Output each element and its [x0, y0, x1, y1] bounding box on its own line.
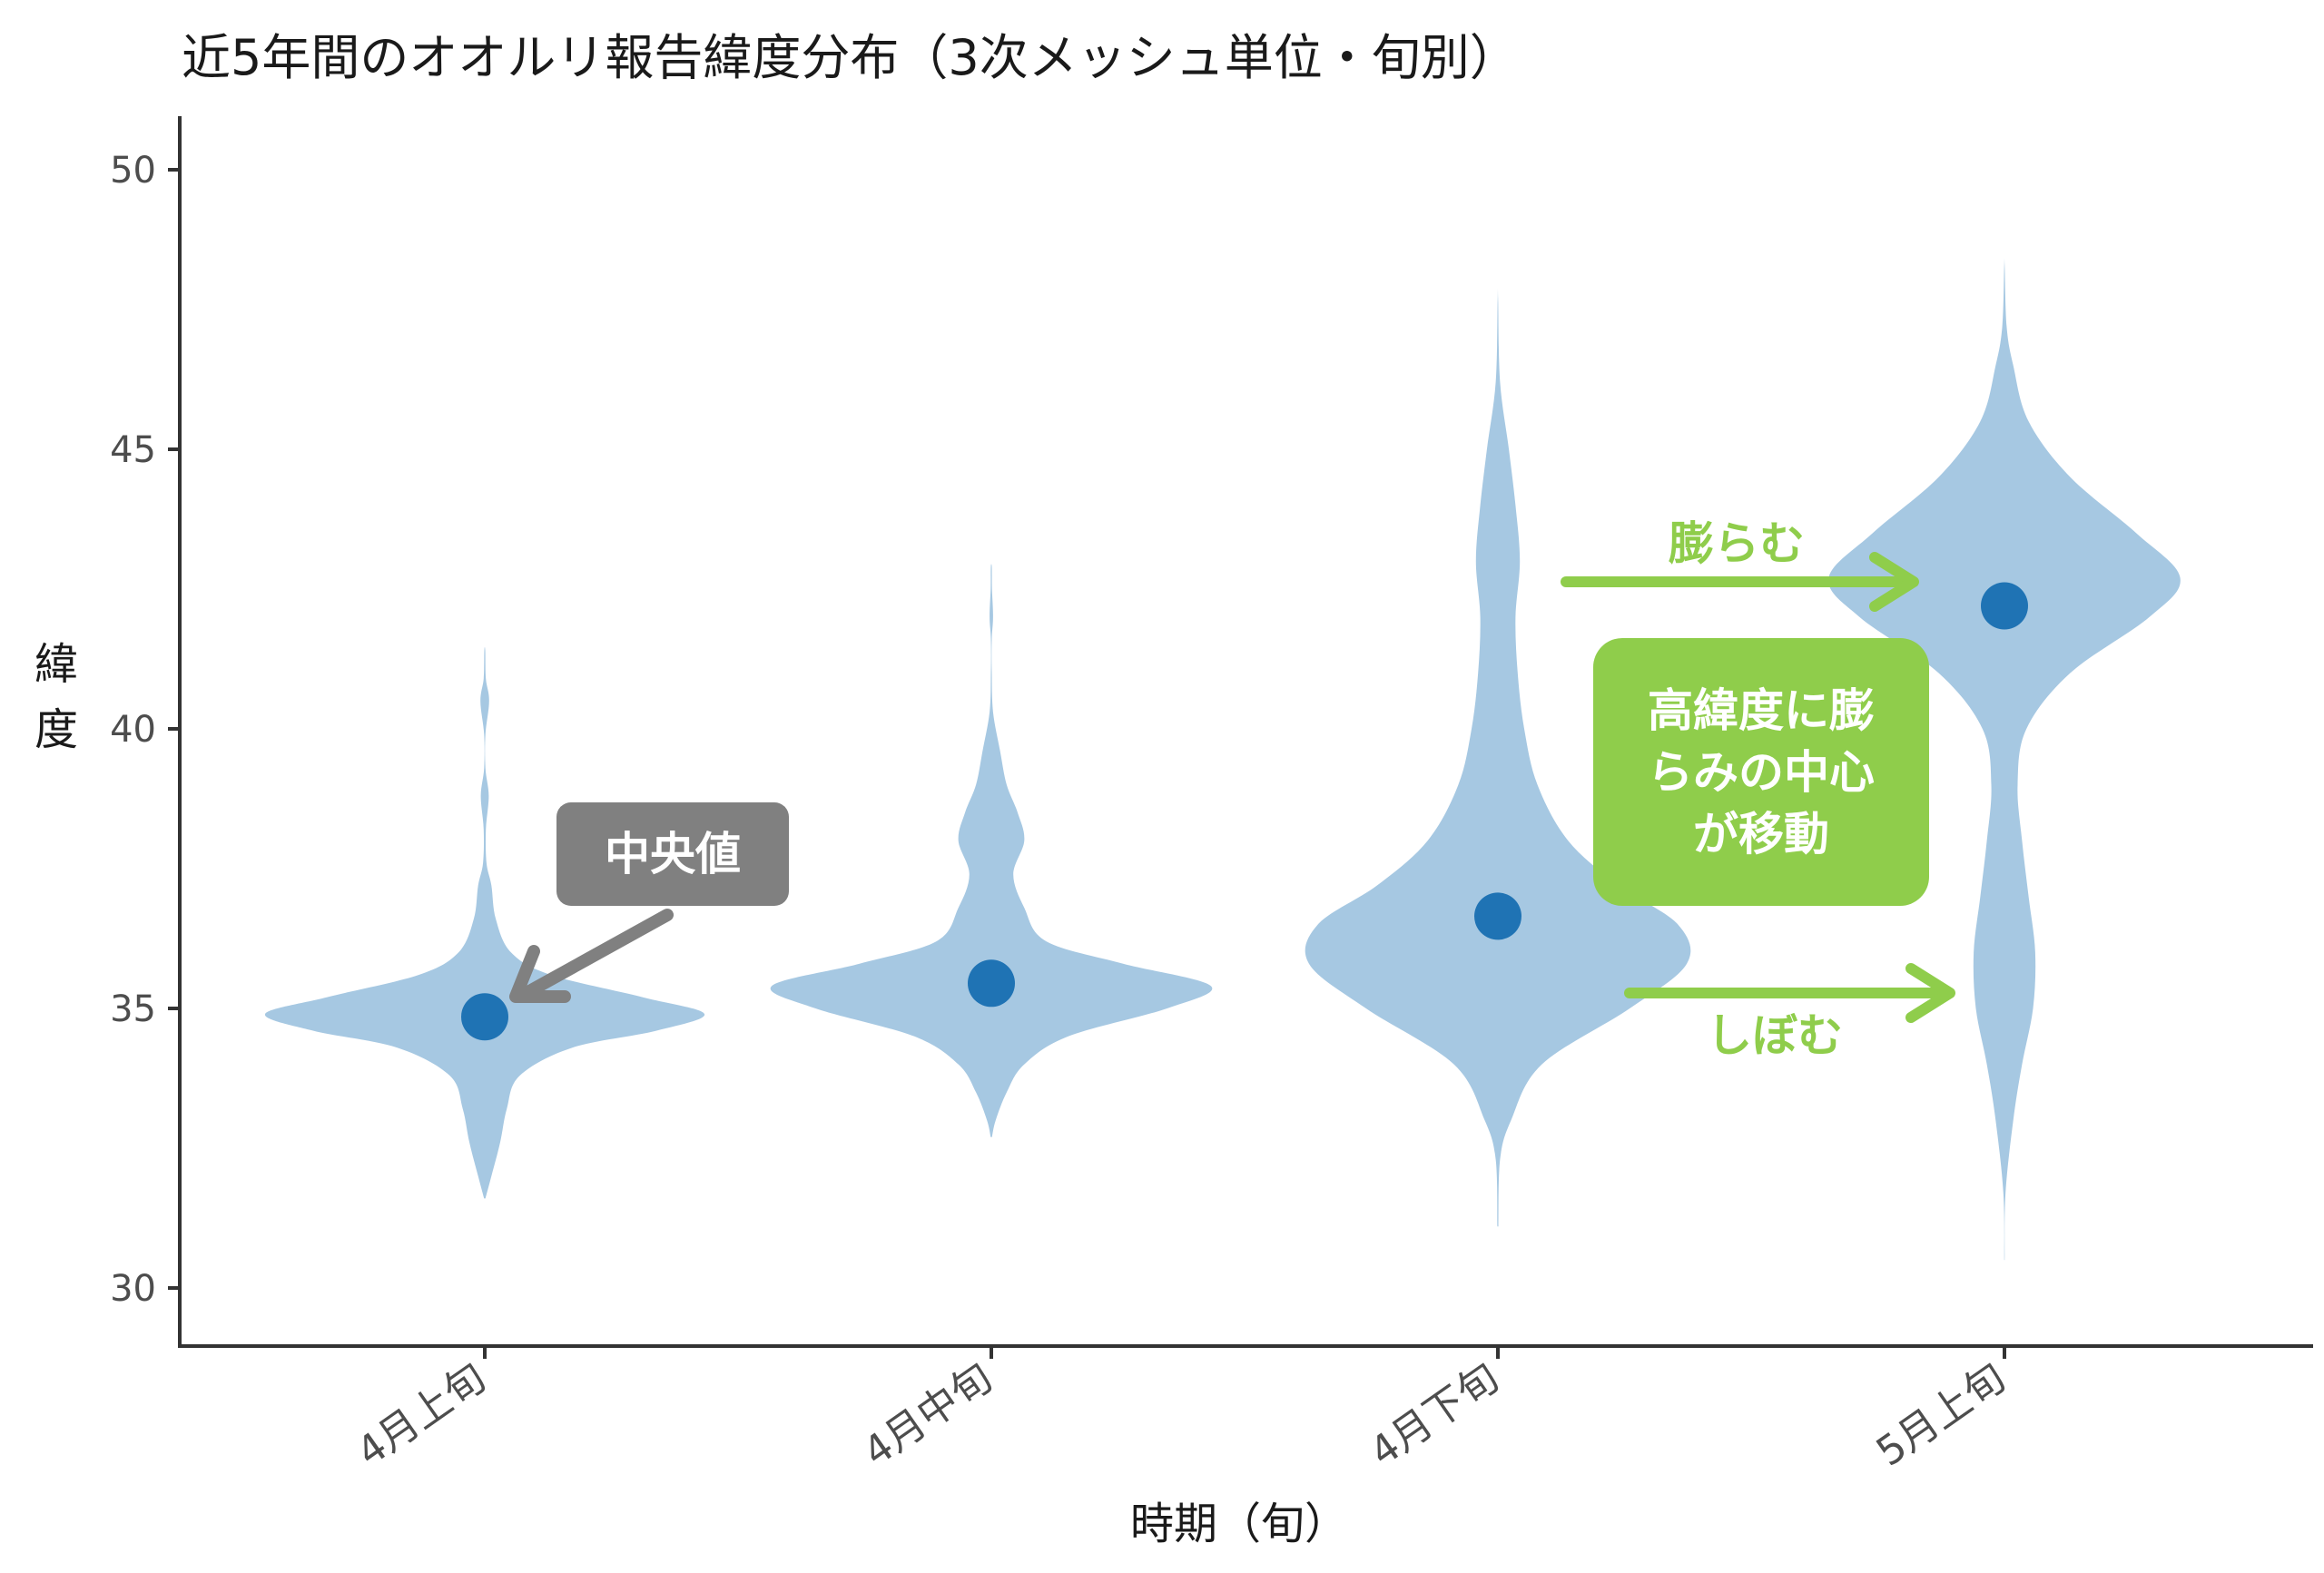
median-point-4 — [1981, 582, 2028, 630]
y-axis-title-char-1: 緯 — [34, 639, 78, 690]
y-axis-title-char-2: 度 — [34, 704, 78, 755]
expand-annotation: 膨らむ — [1561, 517, 1919, 612]
shrink-label: しぼむ — [1707, 1009, 1843, 1062]
y-tick-label: 35 — [110, 988, 156, 1030]
median-callout-box — [556, 802, 789, 906]
shrink-annotation: しぼむ — [1624, 963, 1955, 1062]
x-tick-label: 4月中旬 — [855, 1354, 1000, 1476]
y-tick-label: 40 — [110, 709, 156, 751]
x-ticks: 4月上旬 4月中旬 4月下旬 5月上旬 — [349, 1346, 2014, 1476]
x-tick-label: 4月下旬 — [1362, 1354, 1507, 1476]
violin-2 — [770, 564, 1213, 1137]
center-shift-box — [1593, 638, 1929, 906]
expand-arrow-head — [1869, 552, 1919, 612]
median-callout-label: 中央値 — [605, 828, 741, 880]
median-callout: 中央値 — [509, 802, 789, 1003]
violin-3 — [1305, 288, 1691, 1227]
y-ticks: 30 35 40 45 50 — [110, 150, 180, 1310]
y-tick-label: 30 — [110, 1268, 156, 1310]
median-point-3 — [1474, 892, 1521, 940]
violins-layer — [264, 257, 2181, 1261]
expand-label: 膨らむ — [1669, 517, 1805, 570]
center-shift-line-1: 高緯度に膨 — [1648, 684, 1875, 737]
median-point-1 — [461, 993, 508, 1041]
y-tick-label: 50 — [110, 150, 156, 192]
violin-1 — [264, 646, 705, 1199]
center-shift-callout: 高緯度に膨 らみの中心 が移動 — [1593, 638, 1929, 906]
shrink-arrow-head — [1905, 963, 1955, 1023]
median-point-2 — [968, 959, 1015, 1008]
violin-4 — [1828, 257, 2181, 1261]
median-callout-arrow-shaft — [518, 909, 674, 1000]
median-callout-arrow-head — [509, 945, 571, 1003]
x-tick-label: 5月上旬 — [1868, 1354, 2014, 1476]
x-axis-title: 時期（旬） — [1130, 1499, 1348, 1549]
center-shift-line-2: らみの中心 — [1648, 746, 1875, 799]
chart-title: 近5年間のオオルリ報告緯度分布（3次メッシュ単位・旬別） — [182, 29, 1519, 86]
axes: 30 35 40 45 50 4月上旬 4月中旬 4月下旬 5月上旬 — [110, 116, 2313, 1476]
medians-layer — [461, 582, 2028, 1041]
x-tick-label: 4月上旬 — [349, 1354, 494, 1476]
y-tick-label: 45 — [110, 429, 156, 471]
center-shift-line-3: が移動 — [1693, 808, 1829, 860]
